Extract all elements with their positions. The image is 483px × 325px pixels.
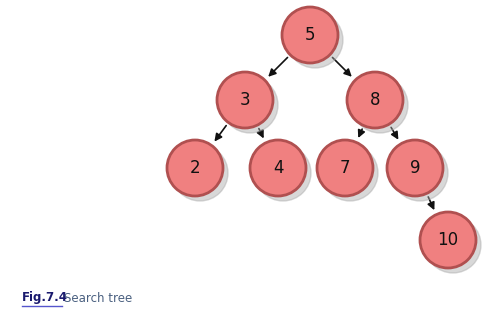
Text: 4: 4: [273, 159, 283, 177]
Circle shape: [255, 145, 311, 201]
Text: 9: 9: [410, 159, 420, 177]
Circle shape: [352, 77, 408, 133]
Text: Fig.7.4: Fig.7.4: [22, 292, 68, 305]
Text: 10: 10: [438, 231, 458, 249]
Circle shape: [425, 217, 481, 273]
Circle shape: [282, 7, 338, 63]
Circle shape: [322, 145, 378, 201]
Circle shape: [222, 77, 278, 133]
Text: 8: 8: [370, 91, 380, 109]
Text: Search tree: Search tree: [64, 292, 132, 305]
Text: 5: 5: [305, 26, 315, 44]
Text: 2: 2: [190, 159, 200, 177]
Text: 7: 7: [340, 159, 350, 177]
Circle shape: [387, 140, 443, 196]
Circle shape: [317, 140, 373, 196]
Circle shape: [167, 140, 223, 196]
Circle shape: [347, 72, 403, 128]
Circle shape: [172, 145, 228, 201]
Circle shape: [217, 72, 273, 128]
Text: 3: 3: [240, 91, 250, 109]
Circle shape: [250, 140, 306, 196]
Circle shape: [420, 212, 476, 268]
Circle shape: [392, 145, 448, 201]
Circle shape: [287, 12, 343, 68]
